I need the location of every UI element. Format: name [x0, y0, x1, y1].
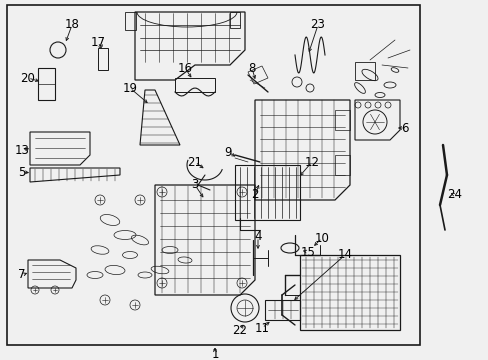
Bar	[235, 165, 299, 220]
Text: 4: 4	[254, 230, 261, 243]
Bar	[98, 48, 108, 70]
Text: 9: 9	[224, 145, 231, 158]
Text: 17: 17	[90, 36, 105, 49]
Text: 21: 21	[187, 156, 202, 168]
Text: 24: 24	[447, 189, 462, 202]
Text: 5: 5	[18, 166, 26, 179]
Text: 7: 7	[18, 269, 26, 282]
Text: 20: 20	[20, 72, 35, 85]
Text: 2: 2	[251, 189, 258, 202]
Text: 23: 23	[310, 18, 325, 31]
Text: 16: 16	[177, 62, 192, 75]
Text: 11: 11	[254, 321, 269, 334]
Text: 8: 8	[248, 62, 255, 75]
Text: 1: 1	[211, 347, 218, 360]
Text: 19: 19	[122, 81, 137, 94]
Text: 6: 6	[401, 122, 408, 135]
Text: 3: 3	[191, 179, 198, 192]
Bar	[264, 300, 299, 320]
Text: 12: 12	[304, 156, 319, 168]
Text: 18: 18	[64, 18, 79, 31]
Text: 10: 10	[314, 231, 329, 244]
Bar	[299, 255, 399, 330]
Text: 15: 15	[300, 246, 315, 258]
Text: 13: 13	[15, 144, 29, 157]
Text: 14: 14	[337, 248, 352, 261]
Text: 22: 22	[232, 324, 247, 337]
